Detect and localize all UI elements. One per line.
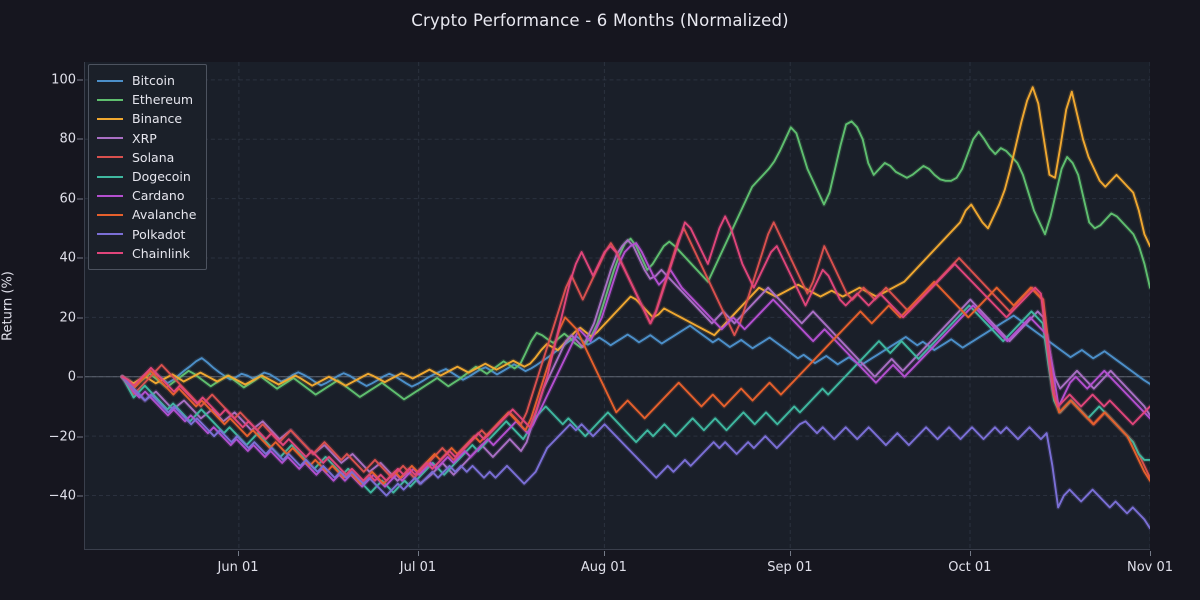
legend-color-swatch [97, 117, 123, 120]
legend-item[interactable]: Binance [97, 109, 196, 128]
chart-title: Crypto Performance - 6 Months (Normalize… [411, 11, 789, 30]
y-axis-tick-mark [77, 198, 83, 200]
x-axis-tick-mark [238, 551, 240, 556]
y-axis-tick-label: −20 [48, 429, 76, 445]
x-axis-tick-label: Nov 01 [1126, 560, 1174, 575]
legend-item-label: Binance [132, 111, 183, 127]
y-axis-tick-mark [77, 495, 83, 497]
legend-color-swatch [97, 98, 123, 101]
y-axis-tick-label: 100 [51, 72, 76, 88]
y-axis-label: Return (%) [0, 271, 16, 341]
legend-color-swatch [97, 233, 123, 236]
legend-color-swatch [97, 213, 123, 216]
y-axis-tick-label: 20 [59, 310, 76, 326]
legend-color-swatch [97, 156, 123, 159]
legend-item[interactable]: Polkadot [97, 225, 196, 244]
y-axis-tick-label: −40 [48, 488, 76, 504]
y-axis-tick-mark [77, 436, 83, 438]
legend-item-label: Cardano [132, 188, 185, 204]
chart-legend[interactable]: Bitcoin Ethereum Binance XRP Solana Dogecoin C… [88, 64, 208, 270]
legend-item[interactable]: XRP [97, 129, 196, 148]
y-axis-tick-label: 40 [59, 250, 76, 266]
data-series-layer [120, 84, 1150, 531]
x-axis-tick-label: Jul 01 [399, 560, 437, 575]
legend-item[interactable]: Bitcoin [97, 71, 196, 90]
plot-area [84, 62, 1150, 550]
y-axis-tick-mark [77, 138, 83, 140]
y-axis-tick-label: 0 [67, 369, 76, 385]
legend-item[interactable]: Chainlink [97, 244, 196, 263]
x-axis-tick-mark [417, 551, 419, 556]
y-axis-tick-mark [77, 317, 83, 319]
legend-item-label: Dogecoin [132, 169, 191, 185]
legend-item[interactable]: Dogecoin [97, 167, 196, 186]
legend-item-label: XRP [132, 130, 157, 146]
legend-item[interactable]: Cardano [97, 186, 196, 205]
legend-item-label: Avalanche [132, 207, 197, 223]
legend-color-swatch [97, 137, 123, 140]
x-axis-tick-mark [1150, 551, 1151, 556]
y-axis-tick-mark [77, 79, 83, 81]
legend-color-swatch [97, 79, 123, 82]
x-axis-tick-label: Jun 01 [217, 560, 259, 575]
x-axis-tick-mark [789, 551, 791, 556]
x-axis-tick-mark [969, 551, 971, 556]
legend-item-label: Bitcoin [132, 73, 175, 89]
legend-item-label: Ethereum [132, 92, 194, 108]
legend-color-swatch [97, 175, 123, 178]
legend-item-label: Chainlink [132, 245, 190, 261]
x-axis-tick-mark [603, 551, 605, 556]
legend-item[interactable]: Avalanche [97, 205, 196, 224]
x-axis-tick-label: Sep 01 [767, 560, 813, 575]
legend-item-label: Solana [132, 149, 175, 165]
y-axis-tick-label: 60 [59, 191, 76, 207]
y-axis-tick-mark [77, 257, 83, 259]
y-axis-tick-label: 80 [59, 131, 76, 147]
legend-item-label: Polkadot [132, 226, 186, 242]
legend-color-swatch [97, 194, 123, 197]
x-axis-tick-label: Aug 01 [580, 560, 627, 575]
legend-color-swatch [97, 252, 123, 255]
x-axis-tick-label: Oct 01 [948, 560, 992, 575]
y-axis-tick-mark [77, 376, 83, 378]
legend-item[interactable]: Ethereum [97, 90, 196, 109]
legend-item[interactable]: Solana [97, 148, 196, 167]
